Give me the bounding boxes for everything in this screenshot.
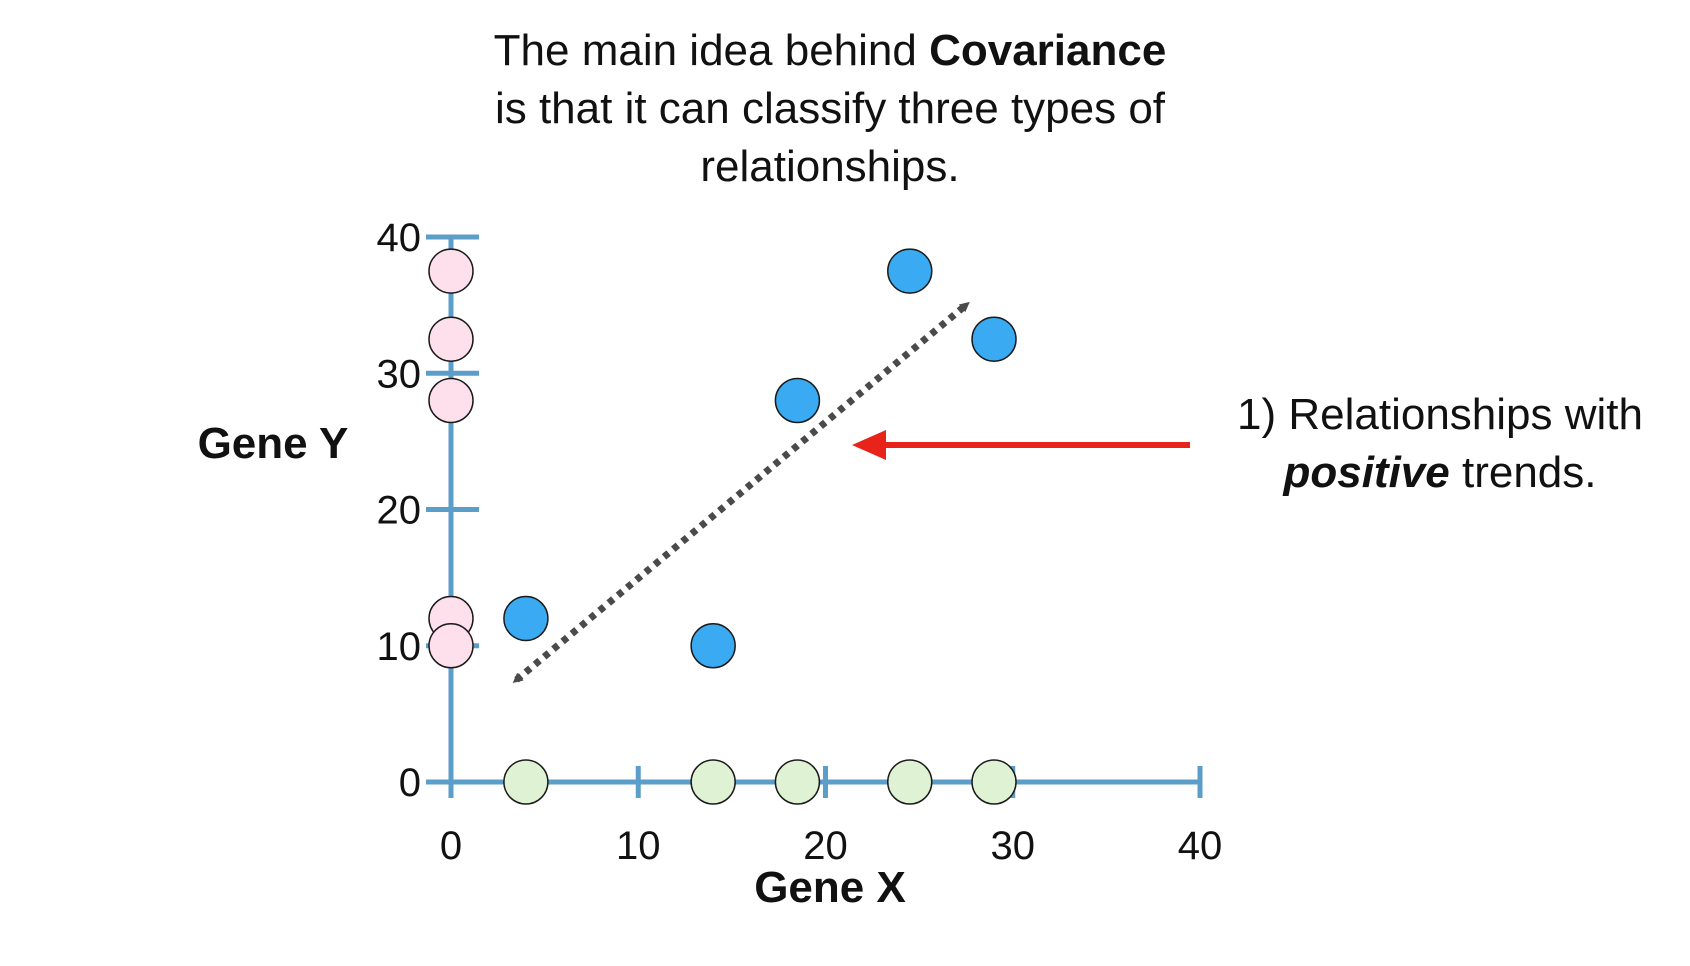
- arrows: [512, 301, 1190, 684]
- y-tick-label: 40: [377, 216, 422, 260]
- x-projection-point: [774, 759, 821, 805]
- y-projection-point: [428, 316, 474, 362]
- y-tick-label: 30: [377, 352, 422, 396]
- x-tick-label: 10: [616, 824, 661, 868]
- y-tick-label: 0: [399, 761, 421, 805]
- x-tick-label: 0: [440, 824, 462, 868]
- chart-title: The main idea behind Covariance is that …: [400, 22, 1260, 196]
- annotation-line2-rest: trends.: [1449, 448, 1597, 497]
- x-projection-point: [887, 759, 933, 805]
- data-point: [690, 623, 736, 669]
- title-line1-prefix: The main idea behind: [493, 26, 930, 75]
- trend-arrow: [512, 301, 970, 684]
- x-axis-title: Gene X: [754, 863, 906, 912]
- pointer-arrow-head: [852, 430, 886, 460]
- positive-trend-annotation: 1) Relationships with positive trends.: [1190, 386, 1690, 502]
- x-projection-point: [503, 759, 549, 805]
- title-line3: relationships.: [700, 142, 960, 191]
- x-tick-label: 40: [1178, 824, 1223, 868]
- data-point: [503, 595, 549, 642]
- x-tick-label: 20: [803, 824, 848, 868]
- y-axis-title: Gene Y: [198, 419, 349, 468]
- data-point: [887, 248, 933, 294]
- y-tick-label: 10: [377, 625, 422, 669]
- axis-labels: 0 10 20 30 40 0 10 20 30 40 Gene X Gene Y: [198, 216, 1223, 912]
- data-point: [971, 316, 1017, 362]
- annotation-line1: 1) Relationships with: [1237, 390, 1643, 439]
- data-points: [428, 248, 1017, 805]
- annotation-emphasis: positive: [1283, 448, 1450, 497]
- x-projection-point: [971, 759, 1017, 805]
- y-projection-point: [428, 623, 474, 669]
- data-point: [774, 377, 821, 424]
- x-tick-label: 30: [991, 824, 1036, 868]
- y-tick-label: 20: [377, 489, 422, 533]
- y-projection-point: [428, 377, 474, 424]
- title-line2: is that it can classify three types of: [494, 84, 1166, 133]
- y-projection-point: [428, 248, 474, 294]
- x-projection-point: [690, 759, 736, 805]
- title-bold-word: Covariance: [929, 26, 1167, 75]
- axes: [426, 234, 1203, 798]
